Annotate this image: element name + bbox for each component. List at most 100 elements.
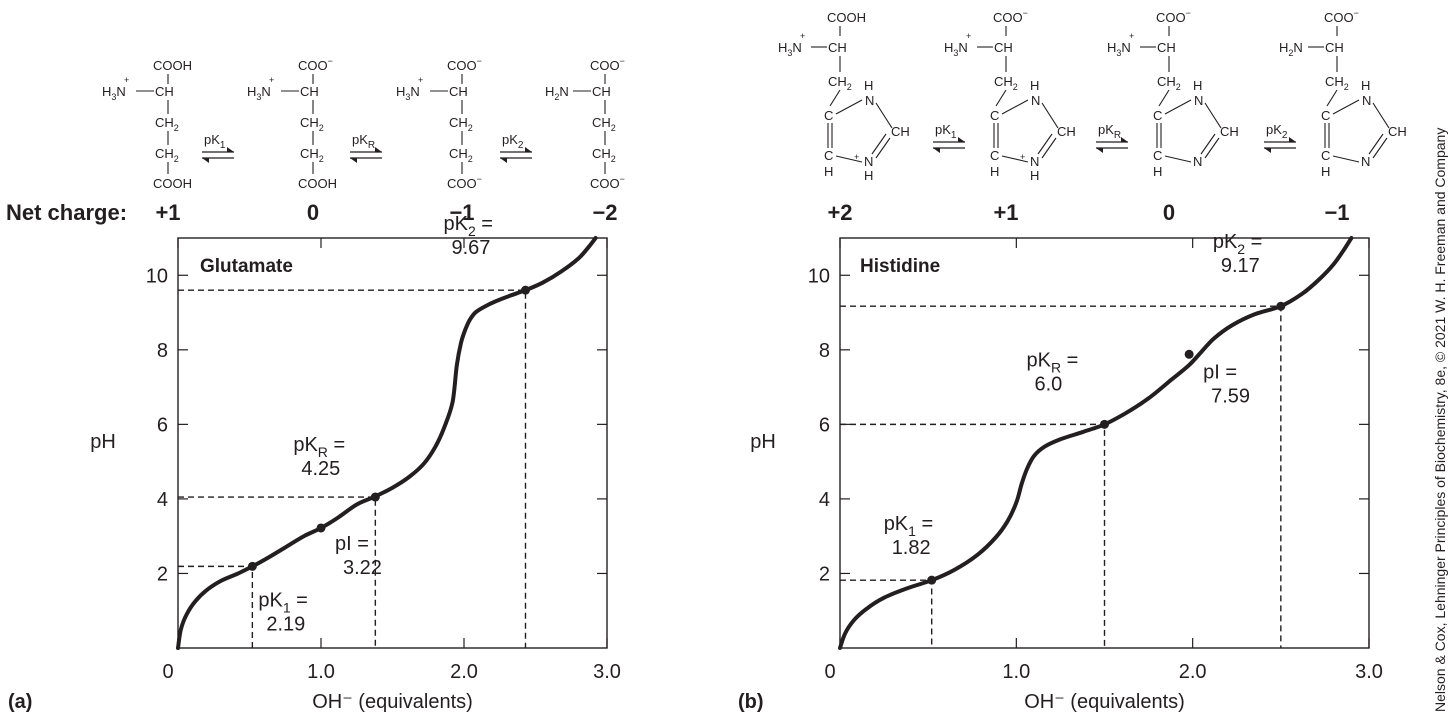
y-tick-label: 4 (819, 489, 830, 511)
y-axis-label: pH (90, 431, 116, 453)
equilibrium-arrow: pK1 (202, 132, 234, 163)
histidine-structure-net-plus-2: COOH H3N + CH CH2 C C H N H CH N + H (778, 10, 910, 183)
panel-label: (a) (8, 691, 32, 713)
annotation-point (247, 561, 257, 571)
annotation-point (520, 285, 530, 295)
annotation-value: 9.17 (1221, 255, 1260, 277)
dashed-guide (840, 579, 933, 648)
svg-text:COO−: COO− (590, 174, 625, 191)
titration-curve (838, 236, 1354, 650)
annotation-label: pI = (335, 533, 369, 555)
net-charge-value: +1 (993, 200, 1018, 225)
equilibrium-label: pK1 (935, 122, 957, 141)
annotation-point (1276, 301, 1286, 311)
dashed-guide (840, 423, 1106, 648)
svg-text:N: N (1361, 154, 1370, 169)
svg-text:CH: CH (449, 84, 468, 99)
credit-line: Nelson & Cox, Lehninger Principles of Bi… (1432, 128, 1448, 712)
svg-text:+: + (854, 152, 859, 162)
plot-title: Glutamate (200, 256, 293, 277)
annotation-point (370, 492, 380, 502)
svg-text:H: H (824, 164, 833, 179)
net-charge-value: 0 (1163, 200, 1175, 225)
svg-text:H: H (864, 78, 873, 93)
svg-text:COOH: COOH (827, 10, 866, 25)
y-tick-label: 10 (808, 265, 830, 287)
svg-text:CH: CH (994, 40, 1013, 55)
x-tick-label: 2.0 (450, 661, 478, 683)
svg-text:N: N (865, 93, 874, 108)
svg-text:CH: CH (300, 84, 319, 99)
histidine-structure-net-0: COO− H3N + CH CH2 C C H N H CH N (1107, 8, 1239, 179)
svg-text:COOH: COOH (153, 176, 192, 191)
svg-text:H: H (990, 164, 999, 179)
plot-title: Histidine (860, 256, 940, 277)
svg-text:N: N (1362, 93, 1371, 108)
equilibrium-arrows: pK1 pKR pK2 pK1 pKR pK2 (202, 122, 1296, 163)
svg-text:COOH: COOH (153, 58, 192, 73)
svg-text:COO−: COO− (993, 8, 1028, 25)
glutamate-titration-plot: 2 4 6 8 10 0 1.0 2.0 3.0 pH OH⁻ (equivalents) (a) Gl… (8, 213, 621, 713)
svg-text:C: C (1321, 108, 1330, 123)
net-charge-value: 0 (307, 200, 319, 225)
svg-text:H: H (1030, 168, 1039, 183)
y-tick-label: 2 (819, 563, 830, 585)
y-tick-label: 8 (819, 340, 830, 362)
annotation-point (316, 523, 326, 533)
reverse-arrowhead (1264, 148, 1271, 153)
y-axis-label: pH (750, 431, 776, 453)
svg-text:C: C (1321, 148, 1330, 163)
x-tick-label: 1.0 (307, 661, 335, 683)
svg-text:CH2: CH2 (155, 115, 179, 133)
reverse-arrowhead (933, 148, 940, 153)
glutamate-ionization-structures: COOH H3N + CH CH2 CH2 COOH COO− H3N + CH… (102, 56, 625, 191)
annotation-point (927, 575, 937, 585)
svg-text:COOH: COOH (298, 176, 337, 191)
svg-text:CH2: CH2 (1157, 74, 1181, 92)
x-tick-label: 0 (824, 661, 835, 683)
svg-text:N: N (1031, 93, 1040, 108)
svg-text:CH2: CH2 (1325, 74, 1349, 92)
glutamate-structure-net-plus-1: COOH H3N + CH CH2 CH2 COOH (102, 58, 192, 191)
svg-text:CH: CH (592, 84, 611, 99)
svg-text:COO−: COO− (1156, 8, 1191, 25)
equilibrium-label: pKR (352, 132, 375, 151)
svg-text:N: N (864, 154, 873, 169)
svg-text:COO−: COO− (447, 56, 482, 73)
svg-text:H: H (1153, 164, 1162, 179)
equilibrium-label: pKR (1098, 122, 1121, 141)
forward-arrowhead (1121, 137, 1128, 142)
titration-curve (176, 236, 598, 650)
equilibrium-arrow: pK2 (500, 132, 532, 163)
svg-text:H3N: H3N (778, 40, 802, 58)
equilibrium-arrow: pK2 (1264, 122, 1296, 153)
svg-text:N: N (1193, 154, 1202, 169)
svg-text:H3N: H3N (944, 40, 968, 58)
svg-text:H: H (1030, 78, 1039, 93)
plot-frame (839, 237, 1370, 649)
y-tick-label: 4 (157, 489, 168, 511)
svg-text:+: + (418, 75, 423, 85)
equilibrium-arrow: pKR (350, 132, 382, 163)
forward-arrowhead (958, 137, 965, 142)
x-tick-label: 1.0 (1002, 661, 1030, 683)
annotation-value: 4.25 (301, 458, 340, 480)
reverse-arrowhead (350, 158, 357, 163)
svg-text:H: H (1361, 78, 1370, 93)
svg-text:+: + (1020, 152, 1025, 162)
svg-text:+: + (1129, 31, 1134, 41)
y-tick-label: 10 (146, 265, 168, 287)
svg-text:H: H (1193, 78, 1202, 93)
annotation-value: 6.0 (1035, 373, 1063, 395)
svg-text:CH2: CH2 (592, 146, 616, 164)
annotation-point (1184, 349, 1194, 359)
x-tick-label: 3.0 (593, 661, 621, 683)
svg-text:H: H (864, 168, 873, 183)
annotation-label: pK2 = (443, 213, 493, 239)
forward-arrowhead (375, 147, 382, 152)
y-tick-label: 8 (157, 340, 168, 362)
dashed-guide (178, 289, 527, 648)
plot-frame (177, 237, 608, 649)
svg-text:C: C (1153, 148, 1162, 163)
y-tick-label: 6 (819, 414, 830, 436)
